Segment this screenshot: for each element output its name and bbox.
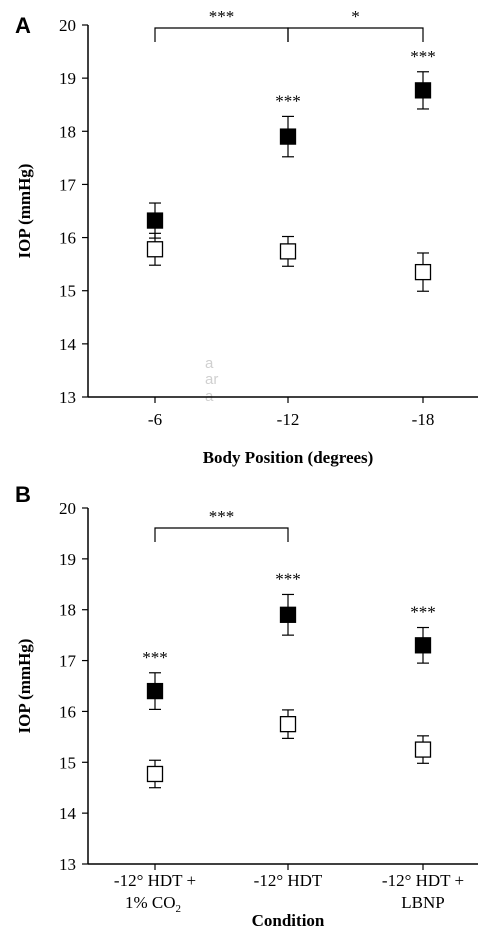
comparison-bracket [154, 527, 289, 542]
y-tick-label: 15 [59, 282, 76, 301]
significance-label: *** [275, 569, 301, 588]
data-point-filled [146, 212, 164, 229]
y-tick-label: 13 [59, 388, 76, 407]
data-point-filled [146, 682, 164, 700]
y-tick-label: 19 [59, 69, 76, 88]
x-tick-label: -12° HDT + [382, 871, 464, 890]
y-axis-title: IOP (mmHg) [15, 639, 34, 734]
y-tick-label: 18 [59, 122, 76, 141]
x-tick-label: -12 [277, 410, 300, 429]
significance-label: *** [275, 91, 301, 110]
y-tick-label: 19 [59, 550, 76, 569]
y-tick-label: 17 [59, 652, 77, 671]
x-axis-title: Body Position (degrees) [203, 448, 374, 467]
x-tick-label: 1% CO2 [125, 893, 181, 915]
y-tick-label: 18 [59, 601, 76, 620]
data-point-filled [279, 128, 297, 145]
y-axis-title: IOP (mmHg) [15, 164, 34, 259]
y-tick-label: 14 [59, 804, 77, 823]
significance-label: *** [410, 47, 436, 66]
y-tick-label: 15 [59, 753, 76, 772]
significance-label: *** [142, 648, 168, 667]
x-axis-title: Condition [252, 911, 325, 930]
x-tick-label: -12° HDT [254, 871, 323, 890]
comparison-bracket [287, 27, 424, 42]
data-point-open [414, 263, 432, 281]
y-tick-label: 17 [59, 175, 77, 194]
data-point-open [279, 715, 297, 733]
data-point-open [146, 765, 164, 783]
panel-label: B [15, 482, 31, 507]
comparison-bracket [154, 27, 289, 42]
panel-b-chart: B 13 14 15 16 17 18 19 20 -12° HDT + 1% CO2 -12° HD… [15, 482, 478, 930]
bracket-significance-label: * [351, 7, 360, 26]
data-point-filled [414, 637, 432, 654]
panel-a-chart: A 13 14 15 16 17 18 19 20 -6 -12 -18 Body Position (… [15, 7, 478, 467]
x-tick-label: LBNP [401, 893, 444, 912]
y-tick-label: 20 [59, 499, 76, 518]
y-tick-label: 14 [59, 335, 77, 354]
y-tick-label: 20 [59, 16, 76, 35]
panel-label: A [15, 13, 31, 38]
bracket-significance-label: *** [209, 7, 235, 26]
data-point-filled [414, 82, 432, 99]
x-tick-label: -18 [412, 410, 435, 429]
bracket-significance-label: *** [209, 507, 235, 526]
watermark-text-2: ar [205, 371, 218, 388]
watermark-text-1: a [205, 355, 214, 372]
y-tick-label: 13 [59, 855, 76, 874]
data-point-open [279, 243, 297, 260]
significance-label: *** [410, 603, 436, 622]
data-point-open [146, 241, 164, 258]
y-tick-label: 16 [59, 229, 76, 248]
y-tick-label: 16 [59, 702, 76, 721]
x-tick-label: -12° HDT + [114, 871, 196, 890]
data-point-filled [279, 606, 297, 623]
data-point-open [414, 741, 432, 758]
x-tick-label: -6 [148, 410, 162, 429]
